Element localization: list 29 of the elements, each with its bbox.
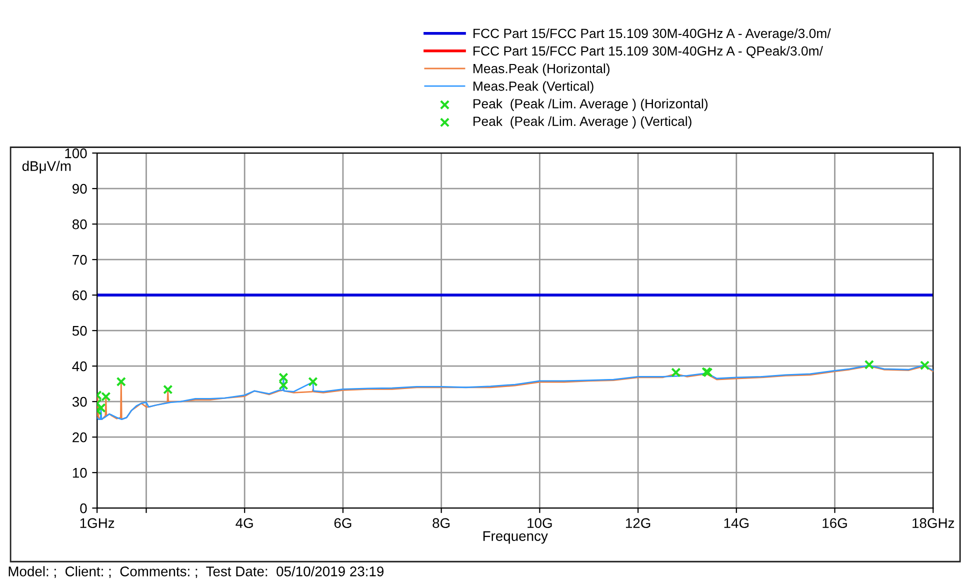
y-tick-label: 40 — [72, 361, 87, 372]
y-tick-label: 0 — [80, 503, 87, 514]
y-axis-title: dBμV/m — [22, 160, 71, 174]
x-axis-title: Frequency — [483, 531, 548, 544]
x-tick-label: 16G — [822, 518, 847, 528]
y-tick-label: 90 — [72, 184, 87, 194]
y-tick-label: 20 — [72, 432, 87, 442]
y-tick-label: 10 — [72, 468, 87, 478]
y-tick-label: 100 — [65, 148, 87, 158]
text: Model: ; Client: ; Comments: ; Test Date: 05/10/2019 23:19 — [8, 566, 384, 578]
x-tick-label: 1GHz — [80, 518, 114, 528]
x-tick-label: 10G — [528, 518, 552, 528]
x-tick-label: 6G — [334, 518, 352, 528]
legend-label: Peak (Peak /Lim. Average ) (Vertical) — [474, 116, 692, 129]
legend-label: Peak (Peak /Lim. Average ) (Horizontal) — [474, 98, 708, 112]
x-tick-label: 18GHz — [912, 518, 954, 528]
y-tick-label: 60 — [72, 290, 87, 300]
y-tick-label: 70 — [72, 254, 87, 265]
x-tick-label: 12G — [626, 518, 650, 528]
legend-label: FCC Part 15/FCC Part 15.109 30M-40GHz A - QPeak/3.0m/ — [474, 46, 823, 58]
legend-label: FCC Part 15/FCC Part 15.109 30M-40GHz A - Average/3.0m/ — [474, 28, 831, 41]
legend-label: Meas.Peak (Horizontal) — [474, 64, 610, 76]
x-tick-label: 14G — [724, 518, 748, 528]
x-tick-label: 8G — [432, 518, 450, 528]
y-tick-label: 80 — [72, 219, 87, 230]
legend-label: Meas.Peak (Vertical) — [474, 81, 594, 94]
y-tick-label: 30 — [72, 396, 87, 407]
y-tick-label: 50 — [72, 326, 87, 336]
x-tick-label: 4G — [236, 518, 253, 528]
